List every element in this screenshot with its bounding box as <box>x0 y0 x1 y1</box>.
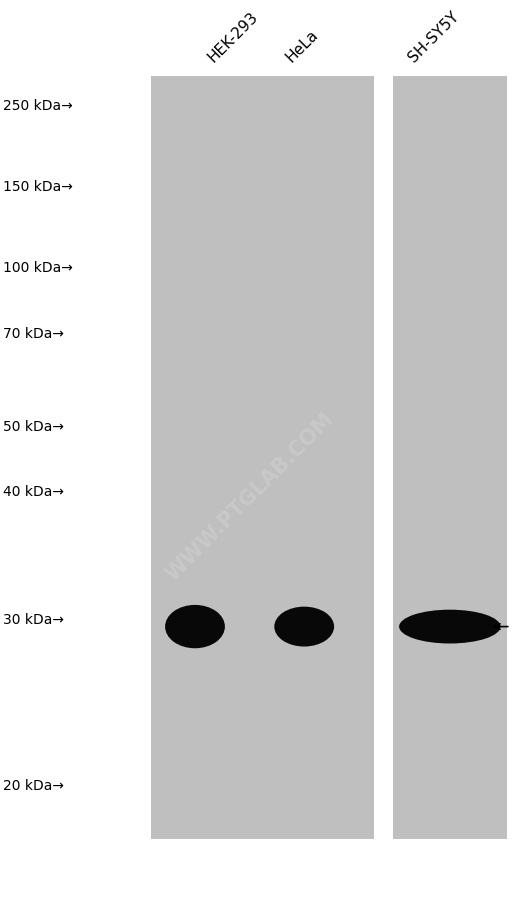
Text: 150 kDa→: 150 kDa→ <box>3 179 72 194</box>
Ellipse shape <box>399 610 500 644</box>
Text: 100 kDa→: 100 kDa→ <box>3 261 72 275</box>
Text: HEK-293: HEK-293 <box>205 9 261 65</box>
Text: 50 kDa→: 50 kDa→ <box>3 419 63 434</box>
Text: 30 kDa→: 30 kDa→ <box>3 612 63 627</box>
Text: WWW.PTGLAB.COM: WWW.PTGLAB.COM <box>162 409 337 584</box>
Ellipse shape <box>275 607 334 647</box>
Text: HeLa: HeLa <box>283 27 321 65</box>
Text: 70 kDa→: 70 kDa→ <box>3 327 63 341</box>
Text: 40 kDa→: 40 kDa→ <box>3 484 63 499</box>
Bar <box>393 77 507 839</box>
Text: 20 kDa→: 20 kDa→ <box>3 778 63 792</box>
Text: SH-SY5Y: SH-SY5Y <box>406 9 462 65</box>
Bar <box>151 77 374 839</box>
Ellipse shape <box>165 605 225 649</box>
Text: 250 kDa→: 250 kDa→ <box>3 98 72 113</box>
